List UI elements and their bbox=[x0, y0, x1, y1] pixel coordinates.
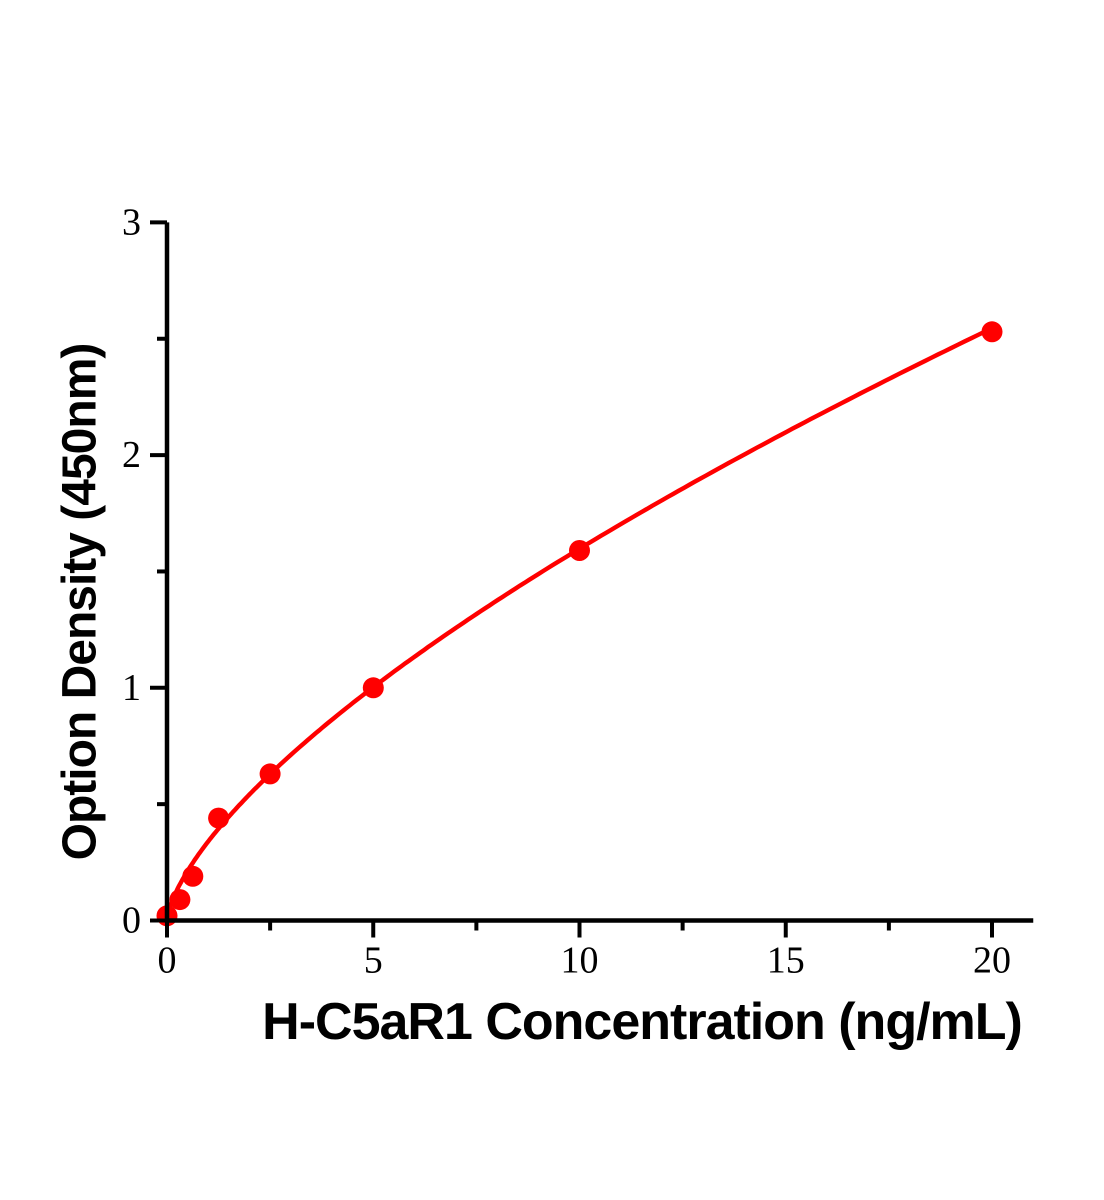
x-tick-label: 5 bbox=[364, 940, 383, 982]
axis-line bbox=[164, 222, 1034, 923]
x-axis-title: H-C5aR1 Concentration (ng/mL) bbox=[262, 993, 1023, 1051]
x-tick-label: 15 bbox=[767, 940, 805, 982]
data-point bbox=[169, 889, 191, 911]
x-tick-label: 10 bbox=[561, 940, 599, 982]
data-point bbox=[362, 677, 384, 699]
data-point bbox=[569, 540, 590, 561]
y-tick-label: 1 bbox=[122, 667, 141, 709]
data-point bbox=[182, 865, 204, 887]
data-point bbox=[208, 807, 230, 829]
y-tick-label: 3 bbox=[122, 201, 141, 243]
data-point bbox=[981, 321, 1003, 343]
y-tick-label: 0 bbox=[122, 900, 141, 942]
data-point bbox=[259, 763, 281, 785]
fit-curve-line bbox=[164, 326, 995, 923]
y-tick-label: 2 bbox=[122, 434, 141, 476]
y-axis-title: Option Density (450nm) bbox=[53, 343, 107, 861]
x-tick-label: 20 bbox=[973, 940, 1011, 982]
x-tick-label: 0 bbox=[158, 940, 177, 982]
